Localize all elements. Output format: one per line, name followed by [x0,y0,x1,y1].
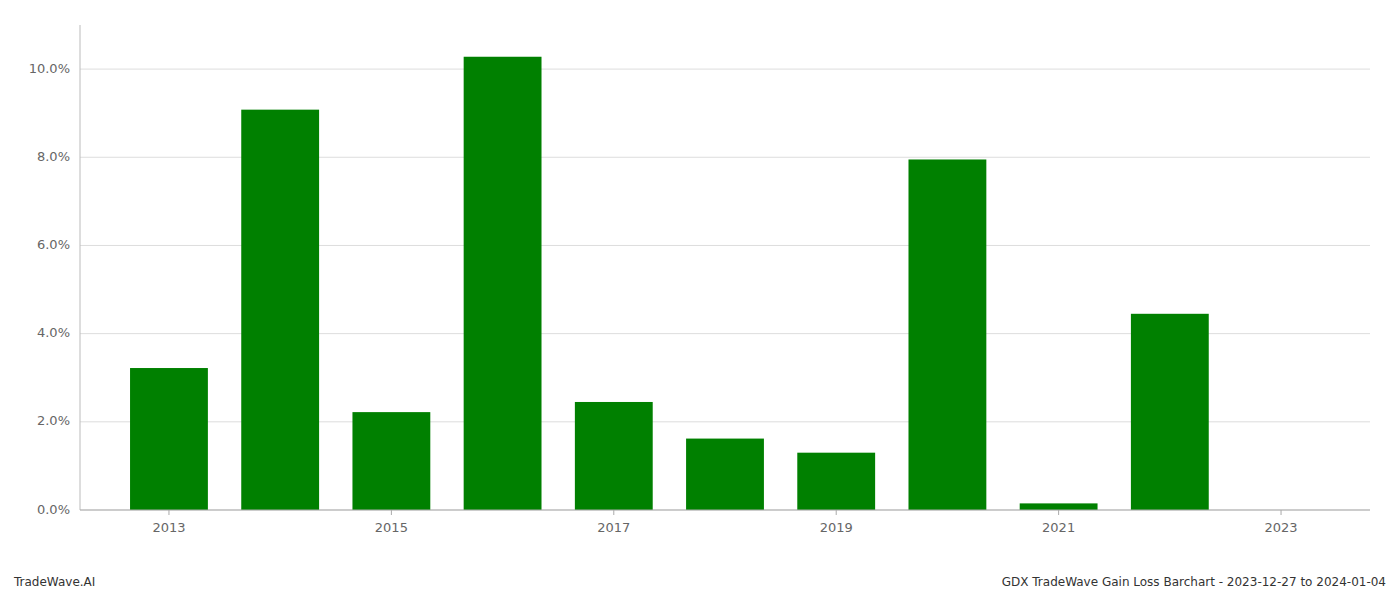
footer-text: TradeWave.AI [13,575,95,589]
bar [1131,314,1209,510]
y-tick-label: 2.0% [37,413,70,428]
x-tick [1281,510,1282,515]
y-tick-label: 0.0% [37,502,70,517]
x-tick [168,510,169,515]
x-tick-label: 2017 [597,520,630,535]
x-axis-line [80,510,1370,511]
bar [686,439,764,510]
page: {"chart_data": {"type": "bar", "x": [201… [0,0,1400,600]
y-tick-label: 4.0% [37,325,70,340]
x-tick-label: 2021 [1042,520,1075,535]
x-tick [836,510,837,515]
x-tick-label: 2015 [375,520,408,535]
y-tick-label: 6.0% [37,237,70,252]
bar [130,368,208,510]
x-tick-label: 2013 [152,520,185,535]
x-tick [1058,510,1059,515]
bar [1020,503,1098,510]
chart: 0.0%2.0%4.0%6.0%8.0%10.0%201320152017201… [0,0,1400,600]
x-tick-label: 2023 [1264,520,1297,535]
x-tick-label: 2019 [820,520,853,535]
y-axis-line [80,25,81,510]
x-axis: 2013 2015 2017 2019 2021 2023 [80,510,1370,535]
y-axis: 0.0% 2.0% 4.0% 6.0% 8.0% 10.0% [29,25,80,517]
bar [241,110,319,510]
x-tick [391,510,392,515]
y-tick-label: 8.0% [37,149,70,164]
bar [908,159,986,510]
grid-line [80,69,1370,70]
bars [130,57,1209,510]
footer: TradeWave.AI GDX TradeWave Gain Loss Barc… [13,575,1386,589]
grid-line [80,510,1370,511]
y-tick-label: 10.0% [29,61,70,76]
bar [797,453,875,510]
x-tick [613,510,614,515]
y-grid [80,69,1370,510]
bar [464,57,542,510]
bar [575,402,653,510]
footer-text: GDX TradeWave Gain Loss Barchart - 2023-… [1002,575,1386,589]
bar [352,412,430,510]
